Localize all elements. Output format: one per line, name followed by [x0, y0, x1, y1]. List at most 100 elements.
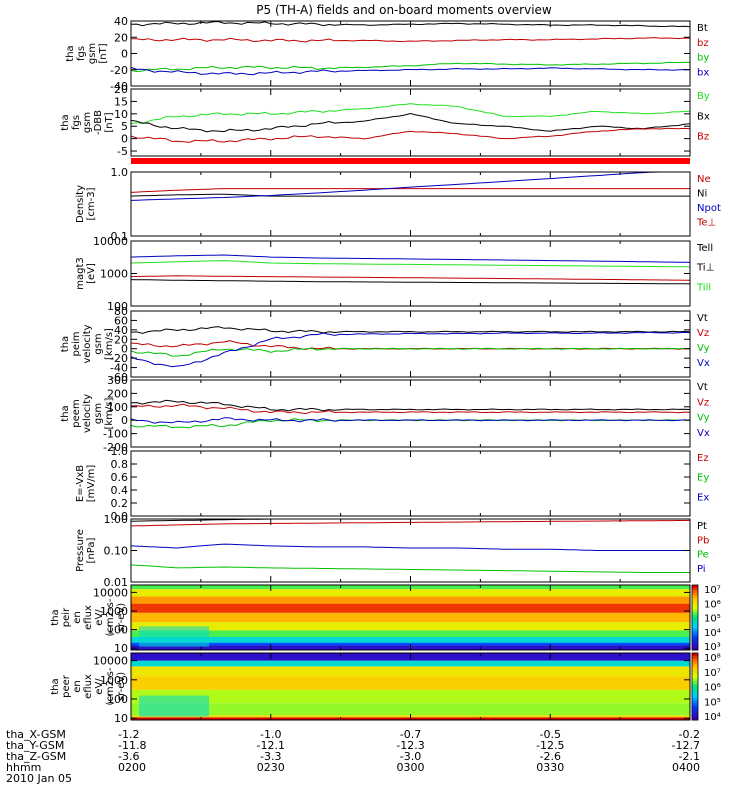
legend-label: Vx: [697, 428, 710, 439]
legend-label: Ez: [697, 453, 709, 464]
legend-label: by: [697, 53, 709, 64]
panel-7: 1.00.80.60.40.20.0 E=-VxB [mV/m] Ez Ey Ex: [75, 445, 709, 523]
y-tick-label: 20: [114, 31, 128, 44]
y-axis-label: [nPa]: [86, 537, 97, 563]
y-tick-label: 0.8: [111, 458, 129, 471]
ephemeris-value: 0330: [536, 761, 564, 774]
y-tick-label: 40: [114, 324, 128, 337]
y-axis-label: peir: [61, 607, 72, 627]
colorbar-segment: [692, 714, 698, 718]
y-axis-label: fgs: [71, 115, 82, 130]
heatmap-burst-region: [139, 695, 209, 717]
colorbar-segment: [692, 717, 698, 721]
y-tick-label: 5: [121, 120, 128, 133]
series-line-vt: [130, 326, 691, 334]
heatmap-band: [131, 589, 690, 597]
colorbar-segment: [692, 595, 698, 600]
panel-10: 10⁸ 10⁷ 10⁶ 10⁵ 10⁴ 10000 1000 100 10 tha peer en ef…: [50, 652, 721, 725]
colorbar-segment: [692, 686, 698, 690]
ephemeris-value: -3.6: [118, 750, 139, 763]
series-line-till: [130, 260, 691, 268]
colorbar-segment: [692, 631, 698, 635]
legend-label: Ey: [697, 473, 709, 484]
ephemeris-value: -0.2: [679, 728, 700, 741]
colorbar-segment: [692, 703, 698, 707]
colorbar-segment: [692, 680, 698, 685]
series-line-bz: [131, 37, 691, 43]
y-tick-label: 0.0: [111, 510, 129, 523]
y-tick-label: 0.6: [111, 471, 129, 484]
legend-label: Bx: [697, 111, 710, 122]
series-line-vz: [130, 340, 690, 351]
colorbar-segment: [692, 617, 698, 621]
series-line-ne: [130, 188, 690, 193]
legend-label: bz: [697, 38, 709, 49]
colorbar-segment: [692, 683, 698, 687]
y-axis-label: tha: [60, 336, 71, 352]
panel-frame: [130, 171, 691, 237]
ephemeris-value: 0200: [118, 761, 146, 774]
ephemeris-value: -3.0: [400, 750, 421, 763]
heatmap-band: [131, 622, 690, 631]
y-tick-label: -200: [103, 441, 128, 454]
heatmap-band: [131, 666, 690, 677]
y-tick-label: 100: [107, 401, 128, 414]
panel-frame: [130, 88, 691, 157]
y-tick-label: 0.10: [104, 545, 129, 558]
y-tick-label: 300: [107, 374, 128, 387]
panel-frame: [130, 310, 691, 378]
series-line-te⊥: [130, 275, 690, 281]
colorbar-segment: [692, 708, 698, 713]
legend-label: Pe: [697, 550, 709, 561]
y-axis-label: gsm: [93, 403, 104, 424]
y-tick-label: 1000: [100, 674, 128, 687]
y-tick-label: 10: [114, 642, 128, 655]
y-axis-label: sr-eV): [116, 603, 127, 632]
panel-1: 40 20 0 -20 -40 tha fgs gsm [nT] Bt bz by bx: [65, 15, 709, 93]
legend-label: Pi: [697, 564, 706, 575]
y-axis-label: tha: [60, 114, 71, 130]
series-line-vx: [130, 417, 691, 424]
colorbar-segment: [692, 614, 698, 618]
heatmap-band: [131, 703, 690, 716]
colorbar-segment: [692, 633, 698, 637]
y-axis-label: sr-eV): [116, 672, 127, 701]
series-line-tell: [130, 279, 691, 285]
y-axis-label: peim: [71, 331, 82, 356]
y-tick-label: -20: [110, 64, 128, 77]
heatmap-band: [131, 637, 690, 643]
y-tick-label: 0: [121, 48, 128, 61]
heatmap-band: [131, 603, 690, 613]
legend-label: Pt: [697, 521, 707, 532]
ephemeris-row-label: hhmm: [6, 761, 41, 774]
y-tick-label: 100: [107, 624, 128, 637]
colorbar-frame: [691, 584, 699, 651]
y-axis-label: Pressure: [75, 529, 86, 572]
y-axis-label: en: [72, 611, 83, 624]
y-tick-label: 1.00: [104, 513, 129, 526]
ephemeris-value: -12.5: [536, 739, 564, 752]
y-tick-label: -40: [110, 362, 128, 375]
y-axis-label: tha: [50, 678, 61, 694]
ephemeris-value: -1.2: [118, 728, 139, 741]
heatmap-band: [131, 660, 690, 667]
y-axis-label: [nT]: [98, 43, 109, 63]
y-axis-label: -DBB: [93, 110, 104, 135]
colorbar-tick-label: 10⁴: [704, 628, 721, 639]
panel-9: 10⁷ 10⁶ 10⁵ 10⁴ 10³ 10000 1000 100 10 tha peir en ef…: [50, 584, 721, 655]
series-line-ti⊥: [130, 254, 691, 263]
panel-8: 1.00 0.10 0.01 Pressure [nPa] Pt Pb Pe Pi: [75, 513, 709, 589]
colorbar-segment: [692, 585, 698, 589]
y-axis-label: [km/s]: [104, 328, 115, 360]
panel-3: 1.0 0.1 Density [cm-3] Ne Ni Npot Te⊥: [75, 166, 721, 243]
y-tick-label: 1000: [100, 605, 128, 618]
panel-frame: [130, 379, 691, 448]
y-axis-label: fgs: [76, 46, 87, 61]
y-axis-label: eV/: [94, 609, 105, 626]
colorbar-tick-label: 10⁸: [704, 653, 721, 664]
y-tick-label: 10: [114, 712, 128, 725]
legend-label: Ti⊥: [696, 263, 714, 274]
